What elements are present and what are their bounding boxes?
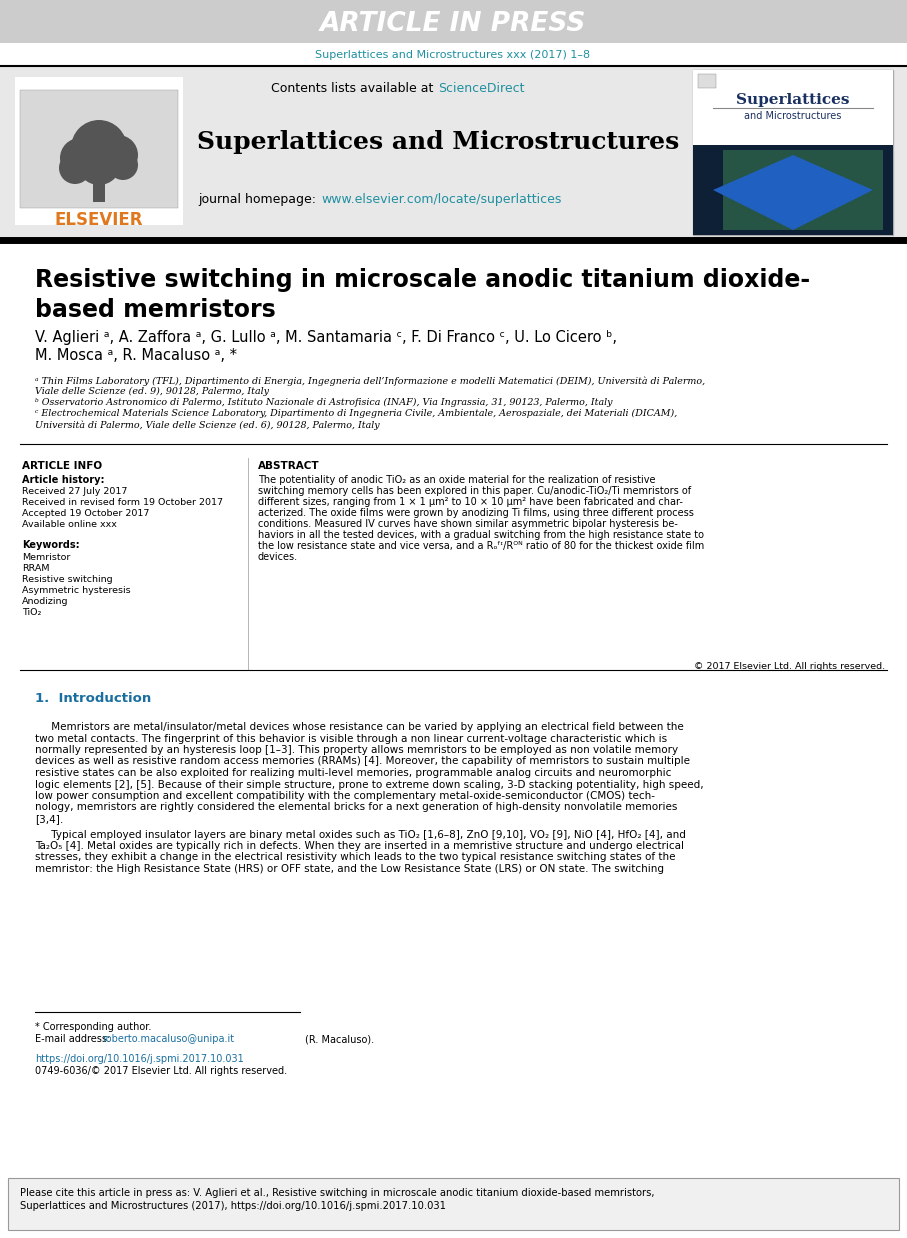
Text: Article history:: Article history:: [22, 475, 104, 485]
Text: Available online xxx: Available online xxx: [22, 520, 117, 529]
Text: Received in revised form 19 October 2017: Received in revised form 19 October 2017: [22, 498, 223, 508]
Bar: [693, 71, 893, 145]
Text: devices as well as resistive random access memories (RRAMs) [4]. Moreover, the c: devices as well as resistive random acce…: [35, 756, 690, 766]
Bar: [15, 77, 183, 225]
Text: (R. Macaluso).: (R. Macaluso).: [305, 1034, 374, 1044]
Text: ᵇ Osservatorio Astronomico di Palermo, Istituto Nazionale di Astrofisica (INAF),: ᵇ Osservatorio Astronomico di Palermo, I…: [35, 397, 612, 407]
Bar: [0, 66, 907, 238]
Text: ARTICLE IN PRESS: ARTICLE IN PRESS: [320, 11, 586, 37]
Text: ScienceDirect: ScienceDirect: [438, 82, 524, 94]
Bar: [195, 69, 683, 236]
Text: * Corresponding author.: * Corresponding author.: [35, 1023, 151, 1032]
Circle shape: [77, 141, 121, 184]
Circle shape: [108, 150, 138, 180]
Text: Resistive switching: Resistive switching: [22, 574, 112, 584]
Bar: [693, 145, 893, 235]
Text: Keywords:: Keywords:: [22, 540, 80, 550]
Text: Typical employed insulator layers are binary metal oxides such as TiO₂ [1,6–8], : Typical employed insulator layers are bi…: [35, 829, 686, 839]
Text: Asymmetric hysteresis: Asymmetric hysteresis: [22, 586, 131, 595]
Text: nology, memristors are rightly considered the elemental bricks for a next genera: nology, memristors are rightly considere…: [35, 802, 678, 812]
Bar: [93, 172, 105, 202]
Text: ᵃ Thin Films Laboratory (TFL), Dipartimento di Energia, Ingegneria dell’Informaz: ᵃ Thin Films Laboratory (TFL), Dipartime…: [35, 376, 705, 385]
Text: 1.  Introduction: 1. Introduction: [35, 692, 151, 704]
Text: switching memory cells has been explored in this paper. Cu/anodic-TiO₂/Ti memris: switching memory cells has been explored…: [258, 487, 691, 496]
Circle shape: [71, 120, 127, 176]
Text: Viale delle Scienze (ed. 9), 90128, Palermo, Italy: Viale delle Scienze (ed. 9), 90128, Pale…: [35, 387, 269, 396]
Text: [3,4].: [3,4].: [35, 815, 63, 825]
Text: The potentiality of anodic TiO₂ as an oxide material for the realization of resi: The potentiality of anodic TiO₂ as an ox…: [258, 475, 656, 485]
Text: Memristors are metal/insulator/metal devices whose resistance can be varied by a: Memristors are metal/insulator/metal dev…: [35, 722, 684, 732]
Bar: [8, 1179, 899, 1231]
Text: devices.: devices.: [258, 552, 298, 562]
Text: acterized. The oxide films were grown by anodizing Ti films, using three differe: acterized. The oxide films were grown by…: [258, 508, 694, 517]
Text: Ta₂O₅ [4]. Metal oxides are typically rich in defects. When they are inserted in: Ta₂O₅ [4]. Metal oxides are typically ri…: [35, 841, 684, 851]
Text: journal homepage:: journal homepage:: [198, 193, 320, 207]
Text: Superlattices and Microstructures xxx (2017) 1–8: Superlattices and Microstructures xxx (2…: [316, 50, 590, 59]
Text: www.elsevier.com/locate/superlattices: www.elsevier.com/locate/superlattices: [321, 193, 561, 207]
Bar: [0, 0, 907, 43]
Text: ELSEVIER: ELSEVIER: [54, 210, 143, 229]
Text: Resistive switching in microscale anodic titanium dioxide-
based memristors: Resistive switching in microscale anodic…: [35, 267, 810, 322]
Text: memristor: the High Resistance State (HRS) or OFF state, and the Low Resistance : memristor: the High Resistance State (HR…: [35, 864, 664, 874]
Text: © 2017 Elsevier Ltd. All rights reserved.: © 2017 Elsevier Ltd. All rights reserved…: [694, 662, 885, 671]
Text: low power consumption and excellent compatibility with the complementary metal-o: low power consumption and excellent comp…: [35, 791, 655, 801]
Text: and Microstructures: and Microstructures: [745, 111, 842, 121]
Text: https://doi.org/10.1016/j.spmi.2017.10.031: https://doi.org/10.1016/j.spmi.2017.10.0…: [35, 1054, 244, 1063]
Text: Superlattices and Microstructures: Superlattices and Microstructures: [197, 130, 679, 154]
Text: Accepted 19 October 2017: Accepted 19 October 2017: [22, 509, 150, 517]
Text: Received 27 July 2017: Received 27 July 2017: [22, 487, 127, 496]
Text: Università di Palermo, Viale delle Scienze (ed. 6), 90128, Palermo, Italy: Università di Palermo, Viale delle Scien…: [35, 420, 380, 430]
Circle shape: [98, 135, 138, 175]
Bar: [20, 90, 178, 208]
Text: V. Aglieri ᵃ, A. Zaffora ᵃ, G. Lullo ᵃ, M. Santamaria ᶜ, F. Di Franco ᶜ, U. Lo C: V. Aglieri ᵃ, A. Zaffora ᵃ, G. Lullo ᵃ, …: [35, 331, 617, 345]
Text: haviors in all the tested devices, with a gradual switching from the high resist: haviors in all the tested devices, with …: [258, 530, 704, 540]
Text: 0749-6036/© 2017 Elsevier Ltd. All rights reserved.: 0749-6036/© 2017 Elsevier Ltd. All right…: [35, 1066, 288, 1076]
Text: different sizes, ranging from 1 × 1 μm² to 10 × 10 μm² have been fabricated and : different sizes, ranging from 1 × 1 μm² …: [258, 496, 683, 508]
Text: resistive states can be also exploited for realizing multi-level memories, progr: resistive states can be also exploited f…: [35, 768, 671, 777]
Polygon shape: [723, 150, 883, 230]
Circle shape: [59, 152, 91, 184]
Text: E-mail address:: E-mail address:: [35, 1034, 111, 1044]
Text: Memristor: Memristor: [22, 553, 71, 562]
Text: TiO₂: TiO₂: [22, 608, 42, 617]
Text: RRAM: RRAM: [22, 565, 50, 573]
Text: conditions. Measured IV curves have shown similar asymmetric bipolar hysteresis : conditions. Measured IV curves have show…: [258, 519, 678, 529]
Text: Superlattices and Microstructures (2017), https://doi.org/10.1016/j.spmi.2017.10: Superlattices and Microstructures (2017)…: [20, 1201, 446, 1211]
Text: logic elements [2], [5]. Because of their simple structure, prone to extreme dow: logic elements [2], [5]. Because of thei…: [35, 780, 704, 790]
Text: Contents lists available at: Contents lists available at: [270, 82, 437, 94]
Text: Superlattices: Superlattices: [736, 93, 850, 106]
Text: ARTICLE INFO: ARTICLE INFO: [22, 461, 102, 470]
Bar: [698, 74, 716, 88]
Bar: [693, 71, 893, 235]
Text: ᶜ Electrochemical Materials Science Laboratory, Dipartimento di Ingegneria Civil: ᶜ Electrochemical Materials Science Labo…: [35, 409, 678, 418]
Text: two metal contacts. The fingerprint of this behavior is visible through a non li: two metal contacts. The fingerprint of t…: [35, 733, 668, 744]
Text: ABSTRACT: ABSTRACT: [258, 461, 319, 470]
Text: Anodizing: Anodizing: [22, 597, 69, 605]
Text: normally represented by an hysteresis loop [1–3]. This property allows memristor: normally represented by an hysteresis lo…: [35, 745, 678, 755]
Text: stresses, they exhibit a change in the electrical resistivity which leads to the: stresses, they exhibit a change in the e…: [35, 853, 676, 863]
Circle shape: [60, 137, 100, 178]
Text: the low resistance state and vice versa, and a Rₒᶠᶦ/Rᴼᴺ ratio of 80 for the thic: the low resistance state and vice versa,…: [258, 541, 704, 551]
Text: roberto.macaluso@unipa.it: roberto.macaluso@unipa.it: [102, 1034, 234, 1044]
Text: Please cite this article in press as: V. Aglieri et al., Resistive switching in : Please cite this article in press as: V.…: [20, 1188, 655, 1198]
Text: M. Mosca ᵃ, R. Macaluso ᵃ, *: M. Mosca ᵃ, R. Macaluso ᵃ, *: [35, 348, 237, 363]
Polygon shape: [713, 155, 873, 230]
